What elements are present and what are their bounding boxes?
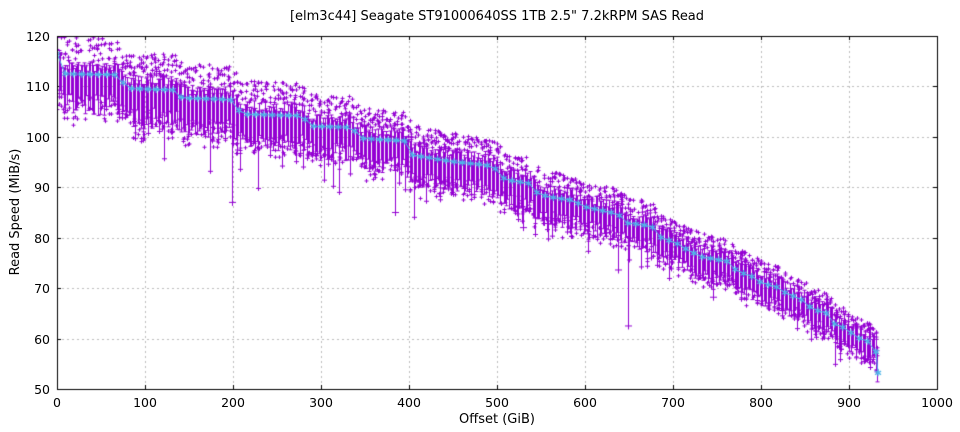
x-tick-label: 300 (309, 395, 333, 410)
y-tick-label: 110 (26, 79, 50, 95)
x-tick-label: 500 (485, 395, 509, 410)
x-tick-label: 900 (837, 395, 861, 410)
y-tick-label: 60 (34, 331, 50, 347)
chart-title: [elm3c44] Seagate ST91000640SS 1TB 2.5" … (289, 9, 705, 24)
x-tick-label: 100 (133, 395, 157, 410)
x-tick-label: 400 (397, 395, 421, 410)
y-tick-label: 70 (34, 281, 50, 297)
y-tick-label: 90 (34, 180, 50, 196)
y-tick-label: 120 (26, 29, 50, 44)
x-tick-label: 200 (221, 395, 245, 410)
y-axis-label: Read Speed (MiB/s) (8, 148, 23, 276)
y-tick-label: 80 (34, 230, 50, 246)
x-tick-label: 0 (53, 395, 61, 410)
x-tick-label: 600 (573, 395, 597, 410)
y-tick-label: 50 (34, 382, 50, 397)
x-tick-label: 700 (661, 395, 685, 410)
y-tick-label: 100 (26, 129, 50, 145)
x-tick-label: 800 (749, 395, 773, 410)
x-tick-label: 1000 (921, 395, 953, 410)
x-axis-label: Offset (GiB) (459, 412, 535, 427)
